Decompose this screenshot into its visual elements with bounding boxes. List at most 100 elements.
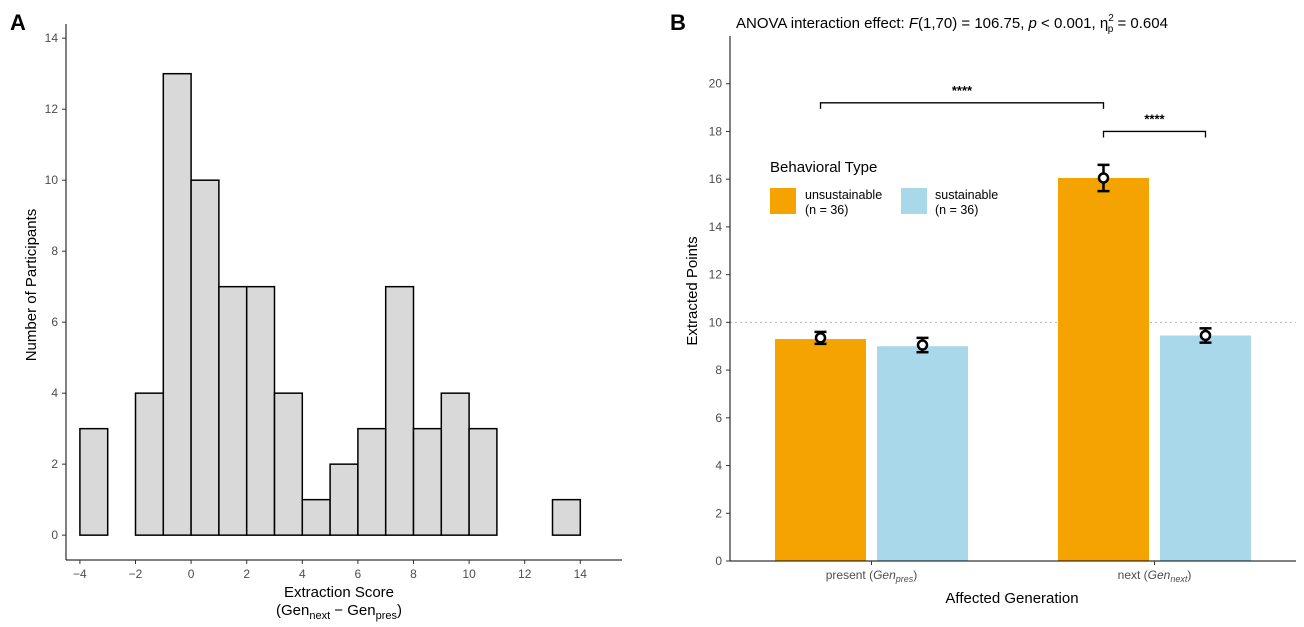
x-axis-title: Affected Generation xyxy=(945,590,1078,607)
x-tick-label-sub: next xyxy=(1170,574,1188,584)
histogram-bar xyxy=(79,427,109,536)
histogram-bar xyxy=(412,427,443,536)
y-tick-label: 18 xyxy=(709,124,723,138)
histogram-bar xyxy=(162,72,192,536)
x-axis-title-line2: (Gennext − Genpres) xyxy=(276,602,402,622)
significance-bracket xyxy=(819,102,1105,109)
legend-label-unsustainable: unsustainable xyxy=(805,188,882,202)
y-axis-title: Extracted Points xyxy=(684,236,701,345)
histogram-bar xyxy=(440,392,470,536)
x-tick-label-italic: Gen xyxy=(1148,568,1171,582)
x-axis-ticks: present (Genpres) next (Gennext) xyxy=(826,561,1191,584)
legend-title: Behavioral Type xyxy=(770,159,877,176)
bars xyxy=(775,177,1251,561)
y-tick-label: 0 xyxy=(51,528,58,542)
significance-brackets: **** **** xyxy=(819,83,1207,138)
histogram-bar xyxy=(329,463,359,536)
mean-point xyxy=(1199,329,1212,342)
legend: Behavioral Type unsustainable (n = 36) s… xyxy=(770,159,998,217)
x-tick-label: 14 xyxy=(574,567,588,581)
x-tick-label-suffix: ) xyxy=(913,568,917,582)
mean-point xyxy=(814,332,827,344)
y-tick-label: 2 xyxy=(715,506,722,520)
y-axis-title: Number of Participants xyxy=(23,209,40,362)
title-part-1: ANOVA interaction effect: xyxy=(736,15,909,32)
bar-unsustainable xyxy=(775,339,866,561)
x-tick-label-sub: pres xyxy=(895,574,914,584)
significance-bracket xyxy=(1102,130,1207,138)
histogram-panel: A 0 2 4 6 8 10 12 14 −4 −2 0 2 4 6 8 10 12 14 Number of … xyxy=(10,10,622,622)
xlabel-sub-next: next xyxy=(309,610,330,622)
title-part-2: (1,70) = 106.75, xyxy=(918,15,1029,32)
y-axis-ticks: 0 2 4 6 8 10 12 14 xyxy=(45,31,66,542)
significance-label: **** xyxy=(952,83,973,98)
x-tick-label: 10 xyxy=(462,567,476,581)
histogram-bar xyxy=(190,179,220,536)
legend-swatch-unsustainable xyxy=(770,188,796,214)
histogram-bar xyxy=(468,427,498,536)
histogram-bars xyxy=(79,72,582,536)
histogram-bar xyxy=(357,427,387,536)
histogram-bar xyxy=(218,285,248,536)
y-tick-label: 12 xyxy=(45,102,59,116)
y-tick-label: 16 xyxy=(709,172,723,186)
y-tick-label: 8 xyxy=(715,363,722,377)
histogram-bar xyxy=(551,498,582,536)
histogram-bar xyxy=(384,285,415,536)
xlabel-sub-pres: pres xyxy=(376,610,398,622)
chart-title: ANOVA interaction effect: F(1,70) = 106.… xyxy=(736,13,1168,35)
y-tick-label: 2 xyxy=(51,457,58,471)
x-axis-ticks: −4 −2 0 2 4 6 8 10 12 14 xyxy=(73,560,587,581)
y-tick-label: 20 xyxy=(709,77,723,91)
x-tick-label-suffix: ) xyxy=(1187,568,1191,582)
y-axis-ticks: 0 2 4 6 8 10 12 14 16 18 20 xyxy=(709,77,730,568)
x-tick-label: 6 xyxy=(355,567,362,581)
x-tick-label: 12 xyxy=(518,567,532,581)
x-tick-label: −4 xyxy=(73,567,87,581)
xlabel-gen-next: (Gen xyxy=(276,602,309,619)
legend-note-unsustainable: (n = 36) xyxy=(805,203,848,217)
x-tick-label-italic: Gen xyxy=(873,568,896,582)
y-tick-label: 14 xyxy=(709,220,723,234)
y-tick-label: 6 xyxy=(51,315,58,329)
x-tick-label: present (Genpres) xyxy=(826,568,918,584)
y-tick-label: 10 xyxy=(45,173,59,187)
x-tick-label: 0 xyxy=(188,567,195,581)
x-tick-label: 8 xyxy=(410,567,417,581)
legend-label-sustainable: sustainable xyxy=(935,188,998,202)
x-tick-label-prefix: next ( xyxy=(1118,568,1148,582)
x-tick-label: −2 xyxy=(129,567,143,581)
panel-label-b: B xyxy=(670,10,686,35)
histogram-bar xyxy=(273,392,304,536)
significance-label: **** xyxy=(1144,111,1165,126)
y-tick-label: 10 xyxy=(709,315,723,329)
x-tick-label: 2 xyxy=(243,567,250,581)
bar-sustainable xyxy=(877,346,968,561)
legend-note-sustainable: (n = 36) xyxy=(935,203,978,217)
xlabel-close-paren: ) xyxy=(397,602,402,619)
x-tick-label-prefix: present ( xyxy=(826,568,873,582)
bar-panel: B ANOVA interaction effect: F(1,70) = 10… xyxy=(670,10,1296,607)
x-axis-title-line1: Extraction Score xyxy=(284,584,394,601)
x-tick-label: 4 xyxy=(299,567,306,581)
histogram-bar xyxy=(301,498,331,536)
error-bars xyxy=(814,163,1212,354)
y-tick-label: 4 xyxy=(715,459,722,473)
title-part-p: p xyxy=(1028,15,1037,32)
title-eta-sub: p xyxy=(1108,24,1114,35)
title-part-value: = 0.604 xyxy=(1113,15,1168,32)
y-tick-label: 4 xyxy=(51,386,58,400)
bar-sustainable xyxy=(1160,335,1251,561)
y-tick-label: 12 xyxy=(709,268,723,282)
y-tick-label: 6 xyxy=(715,411,722,425)
y-tick-label: 14 xyxy=(45,31,59,45)
y-tick-label: 8 xyxy=(51,244,58,258)
mean-point xyxy=(1097,172,1110,184)
histogram-bar xyxy=(245,285,276,536)
title-eta-sup: 2 xyxy=(1108,13,1114,24)
xlabel-minus-gen: − Gen xyxy=(330,602,375,619)
y-tick-label: 0 xyxy=(715,554,722,568)
legend-swatch-sustainable xyxy=(901,188,927,214)
